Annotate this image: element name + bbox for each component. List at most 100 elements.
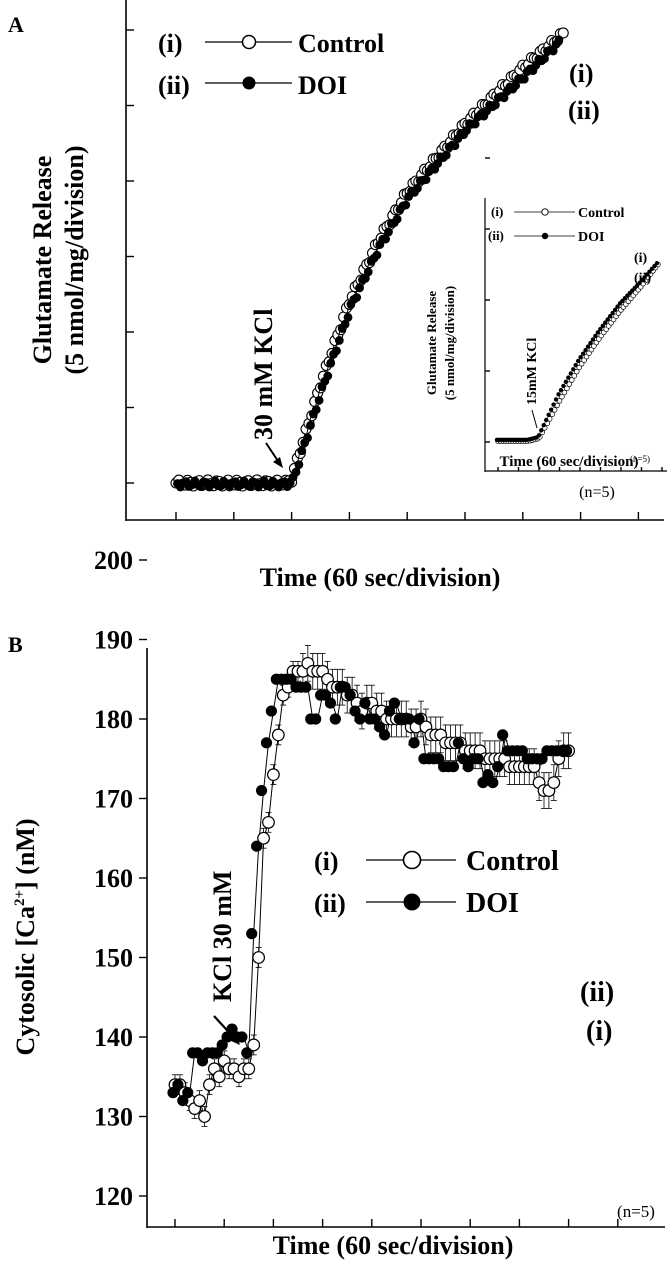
panel-b-point-control [257,831,270,845]
panel-b-y-tick-label: 140 [94,1023,133,1052]
panel-a-point-doi [326,358,336,368]
panel-b-point-doi [492,761,504,773]
inset-point-doi [558,387,564,393]
panel-b-point-doi [310,713,322,725]
panel-b-y-tick-label: 190 [94,626,133,655]
panel-a-point-doi [462,126,471,135]
panel-b-point-doi [344,689,356,701]
panel-a-x-ticks [175,512,640,520]
panel-a-point-doi [548,46,558,56]
panel-b-point-control [212,1070,226,1084]
panel-b-x-label: Time (60 sec/division) [273,1231,514,1260]
panel-b-point-doi [300,681,312,693]
inset-x-label: Time (60 sec/division) [500,454,639,470]
panel-a-series [170,27,569,492]
inset-point-doi [553,397,559,402]
panel-a-point-doi [314,395,324,405]
inset-point-doi [612,307,618,312]
panel-b-legend-label-doi: DOI [466,888,519,919]
panel-a-legend-tag-doi: (ii) [158,71,190,100]
panel-b-point-doi [255,784,268,797]
panel-a-point-doi [343,312,353,322]
inset-point-doi [610,310,615,316]
inset-point-doi [580,351,586,356]
inset-point-doi [590,337,596,342]
panel-b-y-tick-label: 150 [94,944,133,973]
panel-a-point-doi [421,175,431,184]
panel-a-point-doi [334,336,344,345]
inset-point-doi [568,371,573,376]
inset-point-control [576,364,582,371]
inset-point-control [564,385,570,392]
inset-point-doi [615,304,620,309]
panel-b-point-doi [182,1087,194,1099]
panel-b-y-tick-label: 120 [94,1182,133,1211]
panel-b-legend-marker-doi [403,893,421,911]
panel-a-inset: (i) Control (ii) DOI Glutamate Release (… [424,157,667,472]
panel-b-y-label: Cytosolic [Ca2+] (nM) [11,818,40,1055]
panel-b-point-doi [329,713,341,725]
panel-b-series [167,645,575,1127]
panel-a-point-doi [311,405,321,415]
inset-point-doi [595,330,601,335]
inset-kcl-annotation: 15mM KCl [525,338,540,405]
inset-point-doi [556,392,561,397]
inset-legend-marker-control [541,208,549,216]
inset-point-doi [603,320,608,325]
panel-b-point-doi [497,729,509,741]
panel-a-point-doi [372,250,382,260]
inset-point-control [561,389,568,396]
panel-a-kcl-arrowhead [273,457,283,468]
panel-a-y-label-line1: Glutamate Release [28,156,57,365]
inset-point-doi [578,354,583,360]
panel-a-point-doi [303,433,312,443]
panel-b-point-control [267,768,280,782]
inset-end-label-ii: (ii) [634,271,651,286]
panel-a-point-doi [450,141,460,151]
panel-b-label: B [8,632,23,657]
panel-a-y-label-line2: (5 nmol/mg/division) [60,146,89,375]
inset-point-doi [561,383,566,389]
panel-a-end-label-i: (i) [569,59,594,88]
panel-a-point-doi [363,267,373,277]
panel-b-point-doi [324,697,337,709]
panel-b-point-doi [561,745,573,757]
inset-point-doi [544,417,549,423]
panel-b-point-control [271,728,285,742]
panel-a-n-note: (n=5) [579,484,615,501]
panel-b-legend-tag-doi: (ii) [314,889,346,918]
panel-b-point-doi [413,713,425,725]
inset-series [494,261,661,444]
panel-b-point-doi [354,713,366,725]
panel-a-legend-tag-control: (i) [158,29,183,58]
inset-point-doi [541,422,546,428]
panel-b-kcl-arrow [213,1015,237,1041]
inset-point-doi [593,333,598,339]
panel-b-point-doi [447,761,460,773]
panel-b-y-label-main: Cytosolic [Ca [11,906,40,1055]
panel-a-label: A [8,12,24,37]
panel-b-point-doi [172,1079,184,1091]
panel-b-y-tick-label: 130 [94,1103,133,1132]
inset-point-doi [566,375,571,380]
inset-point-doi [588,340,593,346]
panel-b-legend-marker-control [402,850,422,870]
inset-legend-label-doi: DOI [578,230,604,245]
panel-b-point-control [262,815,275,829]
inset-point-doi [607,314,613,319]
panel-a-point-doi [291,467,301,477]
panel-b-end-label-i: (i) [586,1016,612,1047]
panel-a-point-doi [540,54,549,64]
panel-a-point-doi [554,35,564,45]
inset-point-doi [563,379,569,385]
panel-b-point-doi [378,729,391,741]
panel-a-point-doi [519,74,529,84]
panel-b-kcl-arrowhead [229,1033,240,1045]
panel-a-kcl-annotation: 30 mM KCl [249,309,278,440]
panel-a-point-doi [332,346,341,356]
panel-b-point-doi [472,753,484,765]
panel-b-n-note: (n=5) [617,1202,655,1221]
inset-point-control [559,393,565,400]
panel-b-legend-tag-control: (i) [314,847,339,876]
inset-point-doi [551,402,556,407]
